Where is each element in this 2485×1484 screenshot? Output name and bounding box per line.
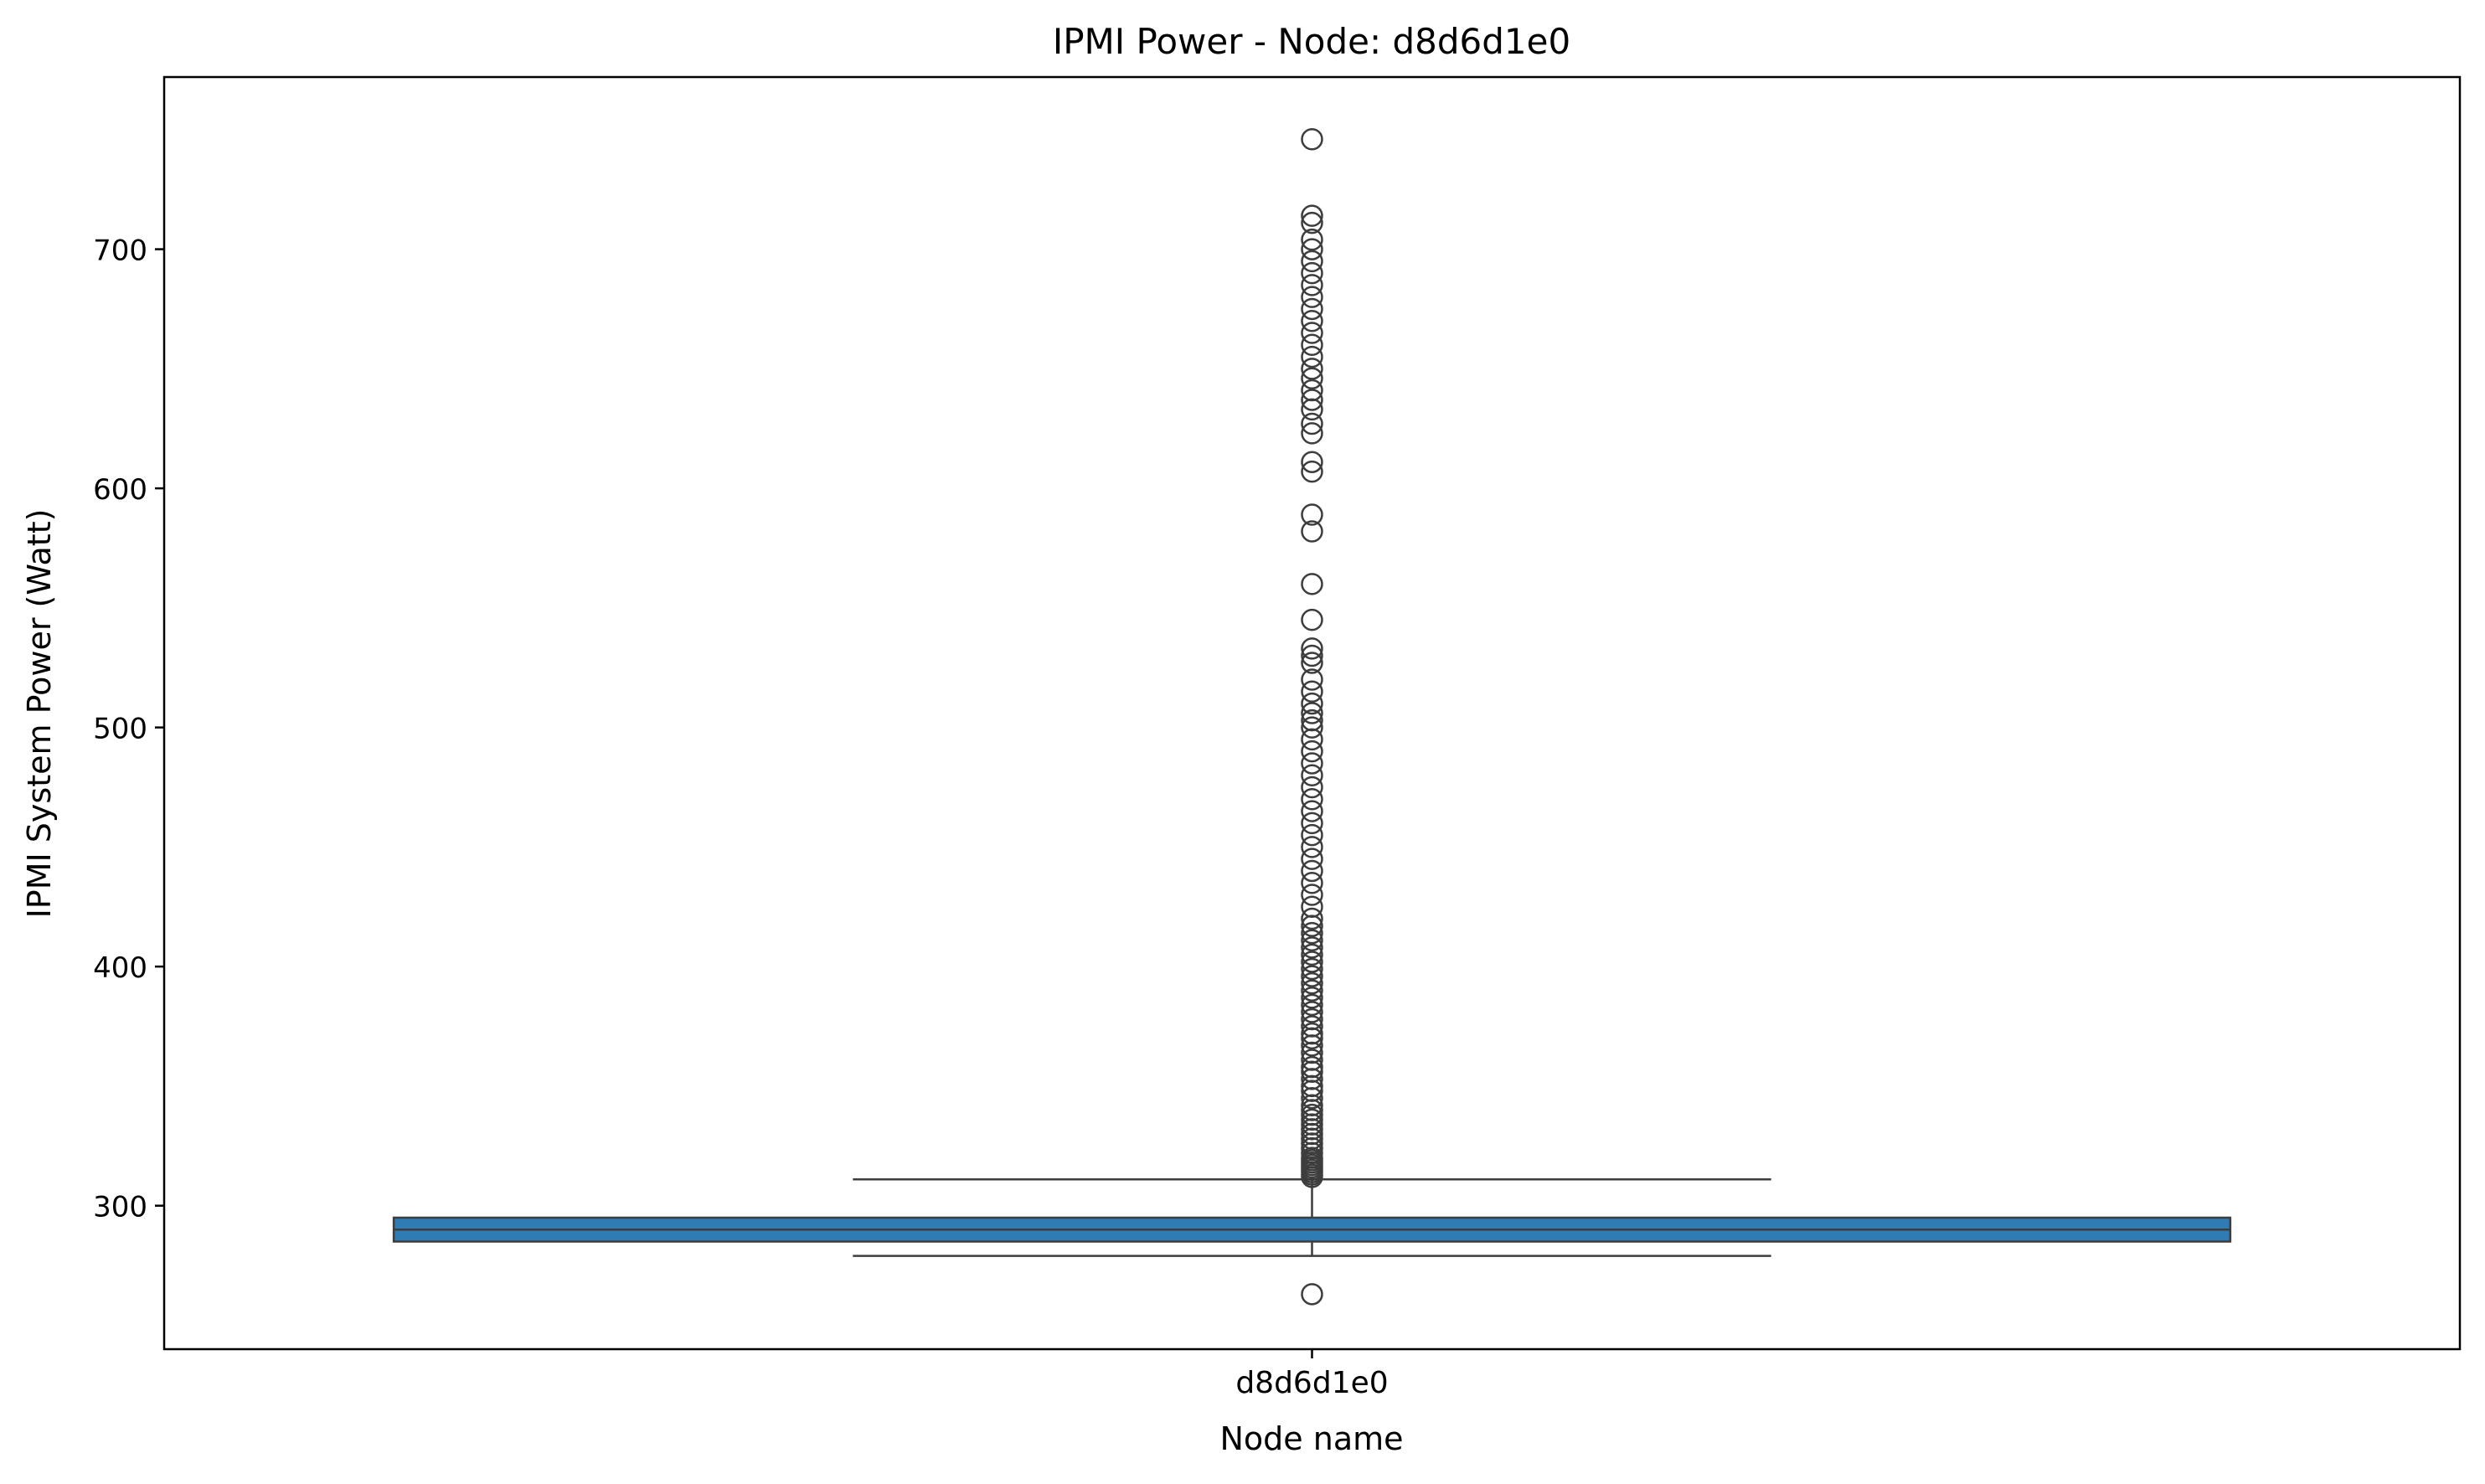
outlier-point: [1301, 228, 1323, 251]
outlier-point: [1301, 608, 1323, 631]
chart-title: IPMI Power - Node: d8d6d1e0: [1053, 21, 1570, 62]
outlier-point: [1301, 957, 1323, 981]
outlier-point: [1301, 871, 1323, 894]
outlier-point: [1301, 1015, 1323, 1038]
outlier-point: [1301, 309, 1323, 332]
outlier-point: [1301, 965, 1323, 987]
outlier-point: [1301, 993, 1323, 1017]
outlier-point: [1301, 775, 1323, 799]
y-tick-label: 500: [93, 713, 147, 746]
outlier-point: [1301, 812, 1323, 835]
outlier-point: [1301, 709, 1323, 732]
outlier-point: [1301, 971, 1323, 995]
plot-area-frame: [162, 75, 2462, 1351]
outlier-point: [1301, 297, 1323, 321]
y-tick-label: 600: [93, 473, 147, 507]
outlier-point: [1301, 250, 1323, 273]
x-axis-label: Node name: [1219, 1420, 1403, 1457]
outlier-point: [1301, 1055, 1323, 1079]
x-tick-label: d8d6d1e0: [1235, 1366, 1388, 1400]
outlier-point: [1301, 333, 1323, 357]
outlier-point: [1301, 211, 1323, 234]
outlier-point: [1301, 422, 1323, 445]
outlier-point: [1301, 322, 1323, 344]
outlier-point: [1301, 1001, 1323, 1023]
box-group: [392, 1178, 2232, 1257]
outlier-point: [1301, 573, 1323, 595]
y-tick-label: 700: [93, 234, 147, 268]
outlier-point: [1301, 637, 1323, 660]
outlier-point: [1301, 274, 1323, 296]
outlier-point: [1301, 238, 1323, 260]
outlier-point: [1301, 848, 1323, 870]
outlier-point: [1301, 907, 1323, 930]
outlier-point: [1301, 460, 1323, 483]
outlier-point: [1301, 702, 1323, 724]
outlier-point: [1301, 987, 1323, 1009]
outlier-point: [1301, 943, 1323, 966]
outlier-point: [1301, 752, 1323, 775]
outlier-point: [1301, 1283, 1323, 1306]
outlier-point: [1301, 764, 1323, 786]
outlier-point: [1301, 895, 1323, 919]
outlier-point: [1301, 1007, 1323, 1031]
outlier-point: [1301, 503, 1323, 526]
outlier-point: [1301, 800, 1323, 822]
outlier-point: [1301, 692, 1323, 715]
outlier-point: [1301, 127, 1323, 151]
outlier-point: [1301, 739, 1323, 763]
outlier-point: [1301, 652, 1323, 674]
outlier-point: [1301, 451, 1323, 473]
outlier-point: [1301, 1022, 1323, 1045]
y-tick-label: 300: [93, 1191, 147, 1224]
outlier-point: [1301, 261, 1323, 285]
outlier-point: [1301, 345, 1323, 368]
outlier-point: [1301, 929, 1323, 951]
outlier-point: [1301, 668, 1323, 691]
outlier-point: [1301, 951, 1323, 973]
y-tick-label: 400: [93, 951, 147, 985]
outlier-point: [1301, 788, 1323, 811]
outlier-point: [1301, 859, 1323, 883]
outlier-point: [1301, 936, 1323, 959]
outlier-point: [1301, 358, 1323, 380]
outlier-point: [1301, 1103, 1323, 1126]
outlier-point: [1301, 979, 1323, 1002]
outlier-point: [1301, 823, 1323, 847]
outlier-point: [1301, 379, 1323, 402]
outlier-point: [1301, 204, 1323, 227]
axis-ticks: 300 400 500 600 700 d8d6d1e0: [93, 234, 1389, 1400]
outlier-point: [1301, 921, 1323, 945]
outlier-point: [1301, 884, 1323, 906]
outlier-point: [1301, 367, 1323, 390]
outlier-point: [1301, 1108, 1323, 1131]
outlier-point: [1301, 412, 1323, 435]
outlier-point: [1301, 389, 1323, 411]
outlier-point: [1301, 644, 1323, 667]
outlier-point: [1301, 680, 1323, 703]
outlier-point: [1301, 520, 1323, 543]
y-axis-label: IPMI System Power (Watt): [21, 509, 58, 919]
outlier-group: [1301, 127, 1323, 1306]
outlier-point: [1301, 716, 1323, 739]
outlier-point: [1301, 836, 1323, 858]
outlier-point: [1301, 286, 1323, 308]
outlier-point: [1301, 1049, 1323, 1071]
